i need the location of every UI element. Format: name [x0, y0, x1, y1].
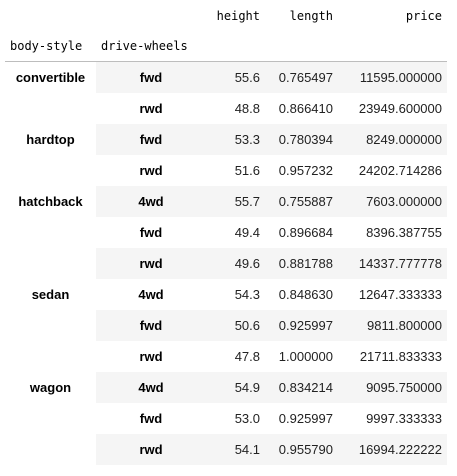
drive-wheels-label: 4wd	[96, 185, 206, 217]
height-cell: 54.1	[206, 433, 265, 465]
height-cell: 54.3	[234, 286, 260, 302]
index-name-body-style: body-style	[10, 39, 83, 53]
table-row: wagon 4wd 54.9 0.834214 9095.750000	[5, 371, 447, 403]
drive-wheels-label: fwd	[96, 61, 206, 93]
height-cell: 50.6	[206, 309, 265, 341]
height-cell: 54.9	[206, 371, 265, 403]
price-cell: 24202.714286	[358, 162, 442, 178]
length-cell: 0.896684	[278, 224, 333, 240]
length-cell: 0.866410	[278, 100, 333, 116]
length-cell: 0.765497	[265, 61, 338, 93]
index-name-drive-wheels: drive-wheels	[101, 39, 188, 53]
body-style-label: hatchback	[18, 193, 83, 209]
table-row: rwd 54.1 0.955790 16994.222222	[5, 433, 447, 465]
body-style-label: wagon	[29, 379, 72, 395]
table-row: rwd 49.6 0.881788 14337.777778	[5, 247, 447, 279]
body-style-label: sedan	[31, 286, 70, 302]
table-row: fwd 49.4 0.896684 8396.387755	[5, 217, 447, 248]
table-header: height length price body-style drive-whe…	[5, 0, 447, 62]
drive-wheels-label: fwd	[96, 309, 206, 341]
height-cell: 53.0	[234, 410, 260, 426]
height-cell: 55.7	[206, 185, 265, 217]
height-cell: 55.6	[206, 61, 265, 93]
price-cell: 9811.800000	[338, 309, 447, 341]
length-cell: 0.834214	[265, 371, 338, 403]
index-name-row: body-style drive-wheels	[5, 31, 447, 62]
column-header-row: height length price	[5, 0, 447, 31]
table-row: convertible fwd 55.6 0.765497 11595.000000	[5, 61, 447, 93]
empty-header-cell	[96, 0, 206, 31]
height-cell: 51.6	[234, 162, 260, 178]
price-cell: 7603.000000	[338, 185, 447, 217]
price-cell: 16994.222222	[338, 433, 447, 465]
column-header-height: height	[216, 8, 260, 23]
table-row: rwd 48.8 0.866410 23949.600000	[5, 93, 447, 124]
column-header-length: length	[289, 8, 333, 23]
price-cell: 14337.777778	[338, 247, 447, 279]
table-body: convertible fwd 55.6 0.765497 11595.000000 rw…	[5, 61, 447, 465]
drive-wheels-label: fwd	[139, 224, 163, 240]
table-row: sedan 4wd 54.3 0.848630 12647.333333	[5, 279, 447, 310]
drive-wheels-label: fwd	[96, 123, 206, 155]
table-row: fwd 53.0 0.925997 9997.333333	[5, 403, 447, 434]
price-cell: 9095.750000	[338, 371, 447, 403]
length-cell: 0.848630	[278, 286, 333, 302]
length-cell: 0.957232	[278, 162, 333, 178]
empty-header-cell	[338, 31, 447, 62]
empty-header-cell	[265, 31, 338, 62]
price-cell: 8396.387755	[366, 224, 442, 240]
length-cell: 0.925997	[278, 410, 333, 426]
height-cell: 48.8	[234, 100, 260, 116]
length-cell: 0.925997	[265, 309, 338, 341]
height-cell: 47.8	[234, 348, 260, 364]
height-cell: 53.3	[206, 123, 265, 155]
drive-wheels-label: rwd	[96, 433, 206, 465]
drive-wheels-label: rwd	[139, 100, 163, 116]
table-row: fwd 50.6 0.925997 9811.800000	[5, 309, 447, 341]
drive-wheels-label: 4wd	[96, 371, 206, 403]
length-cell: 0.755887	[265, 185, 338, 217]
length-cell: 0.780394	[265, 123, 338, 155]
empty-header-cell	[206, 31, 265, 62]
price-cell: 12647.333333	[358, 286, 442, 302]
body-style-label: hardtop	[26, 131, 75, 147]
body-style-label: convertible	[15, 70, 86, 85]
table-row: rwd 47.8 1.000000 21711.833333	[5, 341, 447, 372]
empty-header-cell	[5, 0, 96, 31]
height-cell: 49.4	[234, 224, 260, 240]
height-cell: 49.6	[206, 247, 265, 279]
price-cell: 23949.600000	[358, 100, 442, 116]
price-cell: 9997.333333	[366, 410, 442, 426]
column-header-price: price	[405, 8, 442, 23]
length-cell: 0.881788	[265, 247, 338, 279]
table-row: hardtop fwd 53.3 0.780394 8249.000000	[5, 123, 447, 155]
drive-wheels-label: rwd	[139, 348, 163, 364]
price-cell: 11595.000000	[338, 61, 447, 93]
table-row: hatchback 4wd 55.7 0.755887 7603.000000	[5, 185, 447, 217]
length-cell: 0.955790	[265, 433, 338, 465]
drive-wheels-label: rwd	[139, 162, 163, 178]
price-cell: 8249.000000	[338, 123, 447, 155]
table-row: rwd 51.6 0.957232 24202.714286	[5, 155, 447, 186]
length-cell: 1.000000	[278, 348, 333, 364]
drive-wheels-label: fwd	[139, 410, 163, 426]
drive-wheels-label: rwd	[96, 247, 206, 279]
dataframe-table: height length price body-style drive-whe…	[5, 0, 447, 465]
price-cell: 21711.833333	[359, 348, 442, 364]
drive-wheels-label: 4wd	[138, 286, 164, 302]
